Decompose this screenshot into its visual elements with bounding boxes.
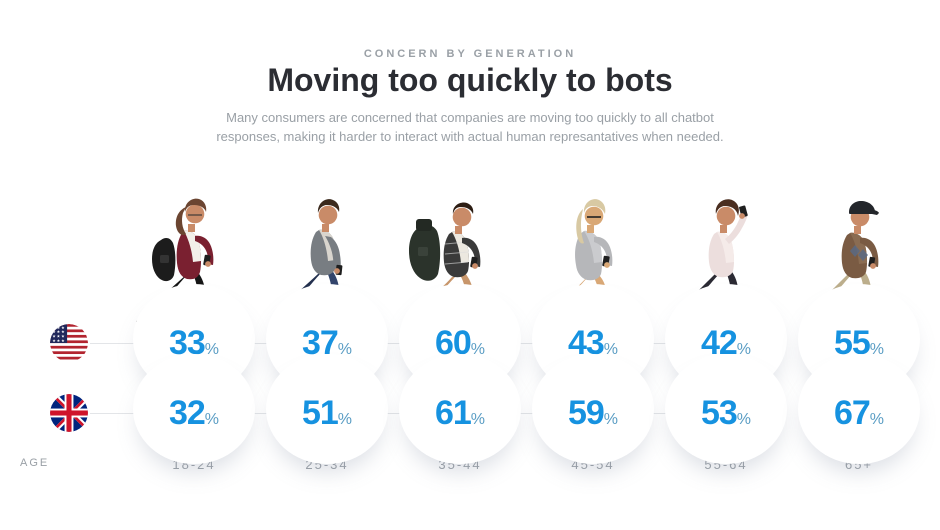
svg-text:★ ★ ★: ★ ★ ★: [52, 339, 65, 343]
svg-text:★ ★ ★: ★ ★ ★: [52, 335, 65, 339]
svg-text:★ ★ ★: ★ ★ ★: [52, 326, 65, 330]
svg-text:★ ★ ★: ★ ★ ★: [52, 330, 65, 334]
